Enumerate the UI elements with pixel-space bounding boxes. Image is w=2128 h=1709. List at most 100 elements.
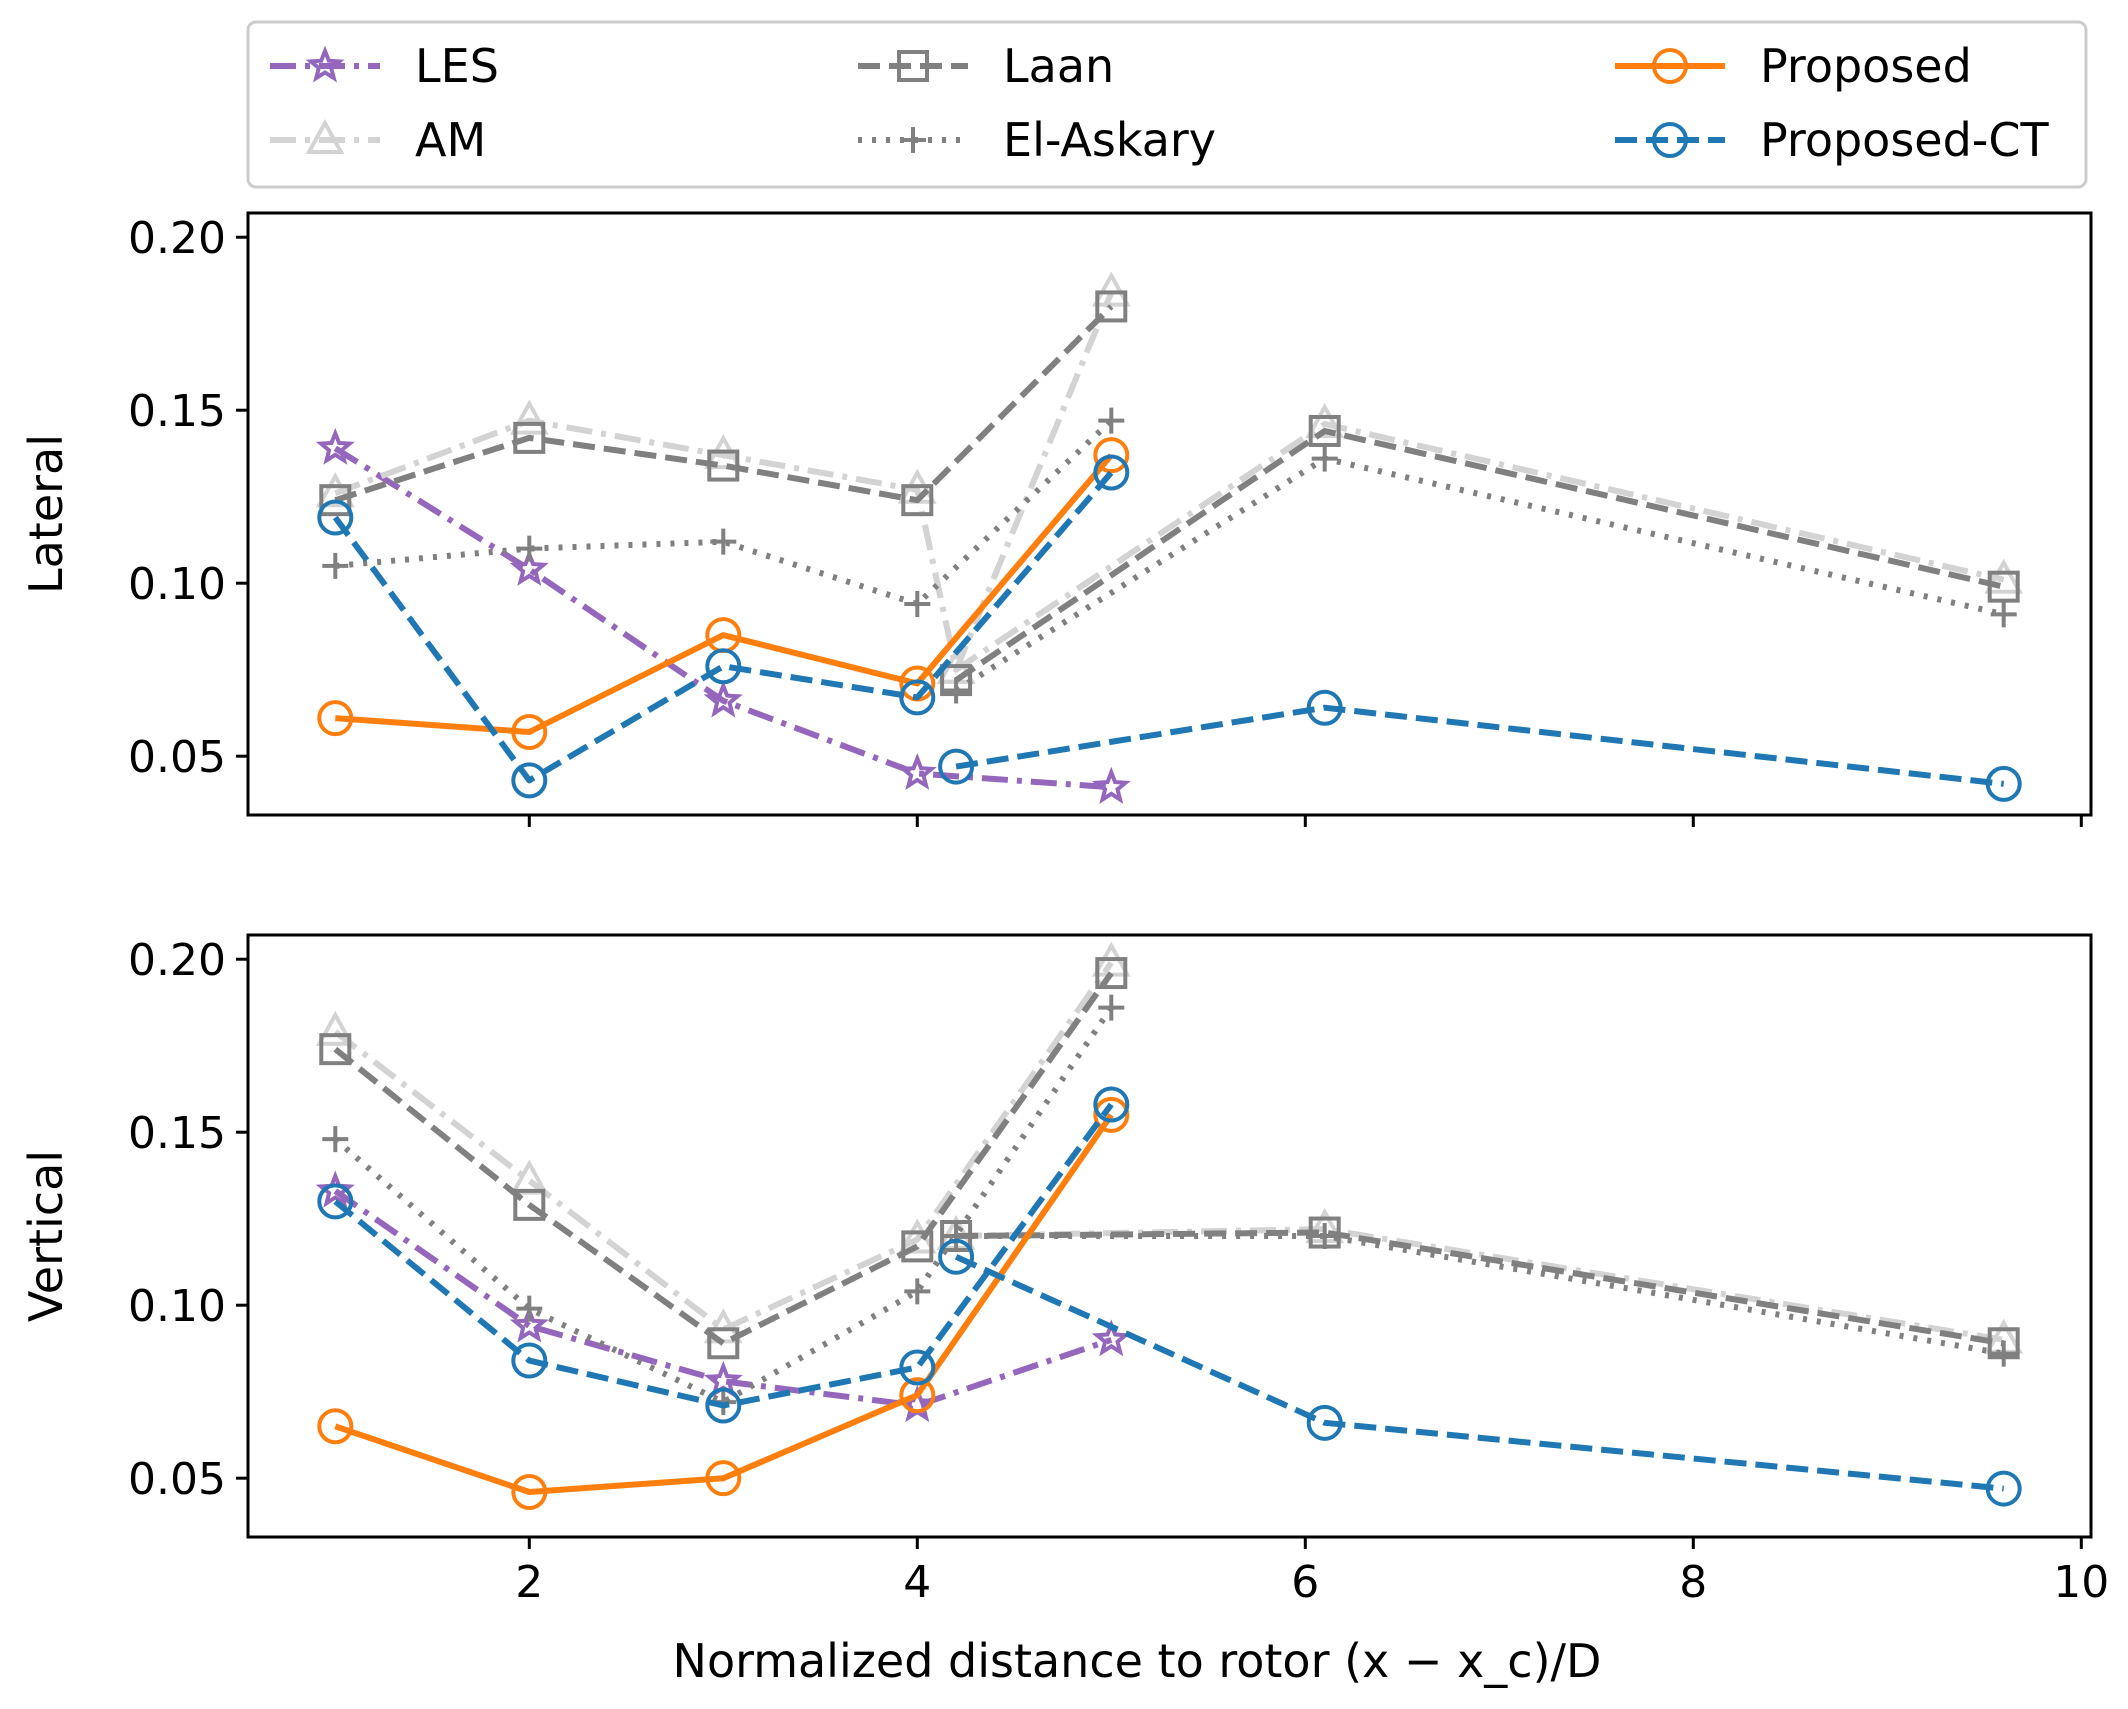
data-point <box>315 1010 355 1046</box>
y-axis-label: Lateral <box>19 434 73 594</box>
data-point <box>317 700 354 737</box>
legend-entry-am: AM <box>270 113 486 167</box>
data-point <box>1990 1340 2017 1367</box>
legend-marker-square <box>897 50 929 82</box>
y-axis-label: Vertical <box>19 1150 73 1322</box>
x-tick-label: 4 <box>903 1557 931 1608</box>
series-line <box>956 1226 2005 1343</box>
y-tick-label: 0.05 <box>128 1454 226 1505</box>
data-point <box>1091 766 1131 804</box>
data-point <box>899 1377 936 1414</box>
data-point <box>901 1230 934 1263</box>
data-point <box>511 1342 548 1379</box>
data-point <box>317 1183 354 1220</box>
series-laan <box>319 290 1128 517</box>
data-point <box>319 1033 352 1066</box>
data-point <box>943 1223 970 1249</box>
series-line <box>956 1229 2005 1347</box>
series-line <box>334 1113 1114 1495</box>
data-point <box>1093 1086 1130 1123</box>
x-tick-label: 8 <box>1679 1557 1707 1608</box>
series-les <box>315 427 1131 804</box>
y-tick-label: 0.15 <box>128 1108 226 1159</box>
series-line <box>334 304 1114 504</box>
series-line <box>335 453 1114 735</box>
data-point <box>705 648 742 685</box>
data-point <box>317 1408 354 1445</box>
series-proposed-ct-far <box>938 689 2022 802</box>
data-point <box>322 1126 349 1153</box>
x-tick-label: 10 <box>2053 1557 2109 1608</box>
series-proposed <box>317 1096 1130 1511</box>
legend-label: LES <box>415 39 499 93</box>
data-point <box>1306 689 1343 726</box>
data-point <box>703 680 743 718</box>
series-am <box>315 941 1131 1344</box>
data-point <box>710 528 737 555</box>
data-point <box>516 1295 543 1322</box>
legend-marker-plus <box>900 127 926 153</box>
axes-frame <box>246 211 2093 817</box>
data-point <box>904 1278 931 1305</box>
y-tick-label: 0.05 <box>128 732 226 783</box>
legend-entry-el-askary: El-Askary <box>858 113 1216 167</box>
axes-frame <box>246 933 2093 1539</box>
series-line <box>332 470 1114 784</box>
series-line <box>333 1006 1114 1406</box>
legend-items: LES AM Laan El-Askary Proposed Proposed-CT <box>270 39 2050 167</box>
data-point <box>315 472 355 508</box>
data-point <box>1093 454 1130 491</box>
data-point <box>516 535 543 562</box>
series-proposed-ct <box>317 454 1130 799</box>
data-point <box>513 1188 546 1221</box>
legend-marker-triangle <box>305 118 345 154</box>
panel-vertical: 0.05 0.10 0.15 0.20 2 4 6 8 10 Vertical <box>19 933 2109 1608</box>
series-el-askary <box>322 994 1125 1416</box>
legend-marker-circle <box>1652 48 1688 84</box>
legend-entry-laan: Laan <box>858 39 1114 93</box>
data-point <box>1987 570 2020 603</box>
data-point <box>1091 1319 1131 1357</box>
legend-label: El-Askary <box>1003 113 1216 167</box>
legend-label: AM <box>415 113 486 167</box>
x-axis-label: Normalized distance to rotor (x − x_c)/D <box>673 1634 1602 1688</box>
series-les <box>315 1170 1131 1423</box>
data-point <box>705 1460 742 1497</box>
data-point <box>899 1349 936 1386</box>
data-point <box>897 753 937 791</box>
y-tick-label: 0.15 <box>128 386 226 437</box>
data-point <box>513 421 546 454</box>
data-point <box>511 762 548 799</box>
legend-entry-proposed: Proposed <box>1615 39 1972 93</box>
series-line <box>333 1188 1113 1409</box>
x-tick-label: 6 <box>1291 1557 1319 1608</box>
data-point <box>1098 407 1125 434</box>
series-line <box>956 1233 2005 1357</box>
series-line <box>955 704 2005 787</box>
data-point <box>899 679 936 716</box>
legend-marker-circle <box>1652 122 1688 158</box>
series-line <box>333 445 1112 791</box>
legend: LES AM Laan El-Askary Proposed Proposed-CT <box>246 20 2088 189</box>
data-point <box>1095 957 1128 990</box>
data-point <box>315 1170 355 1208</box>
data-point <box>943 677 970 704</box>
data-point <box>1311 445 1338 472</box>
data-point <box>705 1387 742 1424</box>
data-point <box>1311 1223 1338 1249</box>
data-point <box>1095 290 1128 323</box>
data-point <box>1098 994 1125 1021</box>
data-point <box>1305 402 1345 439</box>
series-group <box>315 271 2024 804</box>
data-point <box>509 1305 549 1343</box>
data-point <box>317 499 354 536</box>
data-point <box>901 484 934 517</box>
data-point <box>1984 558 2024 594</box>
y-tick-label: 0.10 <box>128 559 226 610</box>
legend-marker-star <box>305 45 345 83</box>
data-point <box>319 484 352 517</box>
data-point <box>509 548 549 586</box>
series-line <box>334 417 2005 673</box>
data-point <box>1308 414 1341 447</box>
series-line <box>954 428 2005 683</box>
